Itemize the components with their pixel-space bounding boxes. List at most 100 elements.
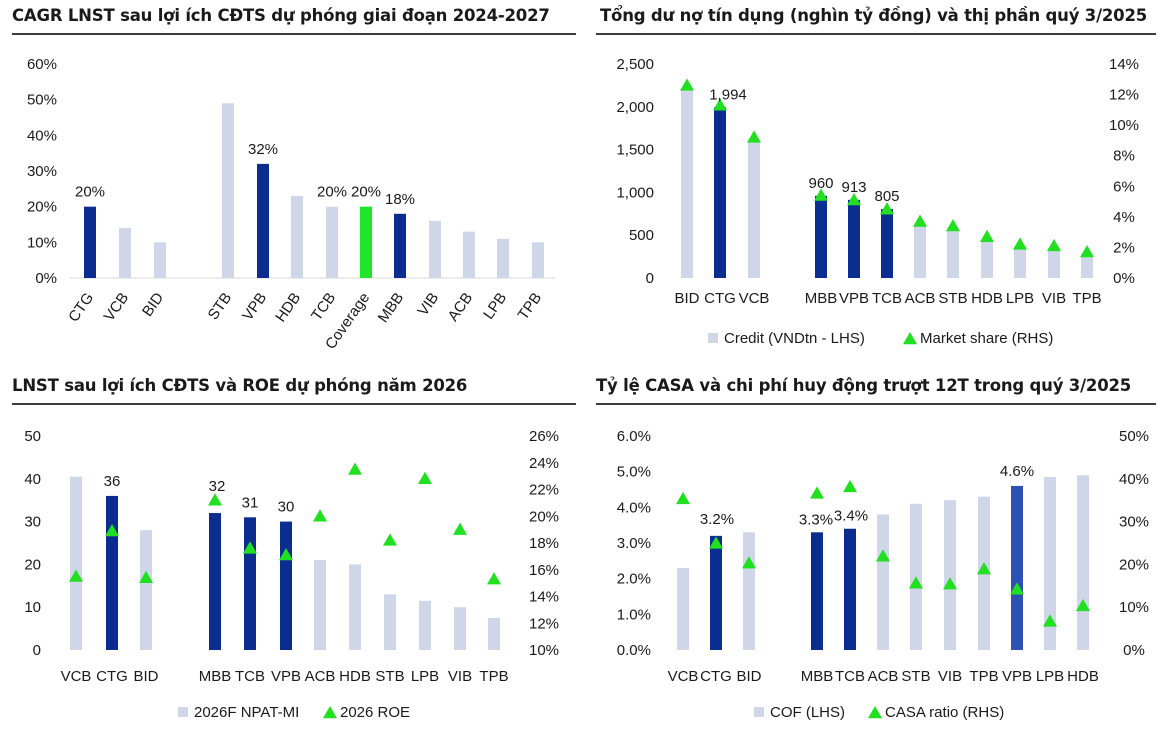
y-tick-label: 2,500 bbox=[616, 56, 654, 73]
y2-tick-label: 26% bbox=[529, 428, 559, 445]
marker-vib bbox=[943, 577, 957, 590]
x-tick-label: BID bbox=[674, 290, 699, 307]
y2-tick-label: 12% bbox=[1109, 87, 1139, 104]
data-label: 31 bbox=[242, 494, 259, 511]
y2-tick-label: 10% bbox=[1119, 599, 1149, 616]
y2-tick-label: 22% bbox=[529, 482, 559, 499]
x-tick-label: HDB bbox=[272, 290, 304, 326]
y2-tick-label: 50% bbox=[1119, 428, 1149, 445]
y2-tick-label: 8% bbox=[1113, 148, 1135, 165]
legend-swatch-bar bbox=[754, 707, 764, 717]
bar-tpb bbox=[1081, 254, 1093, 278]
marker-ctg bbox=[713, 98, 727, 111]
legend-label: Market share (RHS) bbox=[920, 330, 1053, 347]
x-tick-label: VIB bbox=[938, 668, 962, 685]
y-tick-label: 40 bbox=[24, 471, 41, 488]
legend-label: 2026F NPAT-MI bbox=[194, 704, 299, 721]
bar-hdb bbox=[349, 564, 361, 650]
y-tick-label: 50% bbox=[27, 92, 57, 109]
bar-tcb bbox=[244, 517, 256, 650]
x-tick-label: ACB bbox=[905, 290, 936, 307]
title-divider bbox=[12, 403, 576, 405]
y-tick-label: 0 bbox=[646, 270, 654, 287]
bar-lpb bbox=[1044, 477, 1056, 650]
bar-bid bbox=[140, 530, 152, 650]
legend-swatch-bar bbox=[178, 707, 188, 717]
x-tick-label: LPB bbox=[480, 290, 510, 323]
x-tick-label: LPB bbox=[1036, 668, 1064, 685]
y2-tick-label: 14% bbox=[529, 589, 559, 606]
x-tick-label: HDB bbox=[971, 290, 1003, 307]
bar-bid bbox=[743, 532, 755, 650]
y-tick-label: 5.0% bbox=[617, 464, 651, 481]
x-tick-label: TCB bbox=[835, 668, 865, 685]
marker-hdb bbox=[348, 462, 362, 475]
y-tick-label: 0% bbox=[35, 270, 57, 287]
chart-title: Tỷ lệ CASA và chi phí huy động trượt 12T… bbox=[596, 376, 1132, 395]
legend-swatch-marker bbox=[323, 706, 337, 719]
legend-swatch-marker bbox=[868, 706, 882, 719]
y2-tick-label: 40% bbox=[1119, 471, 1149, 488]
bar-vib bbox=[1048, 248, 1060, 278]
bar-vpb bbox=[280, 521, 292, 650]
y-tick-label: 30 bbox=[24, 514, 41, 531]
bar-tcb bbox=[844, 528, 856, 650]
marker-acb bbox=[876, 549, 890, 562]
data-label: 3.2% bbox=[700, 511, 734, 528]
title-divider bbox=[596, 403, 1156, 405]
marker-hdb bbox=[980, 229, 994, 242]
y-tick-label: 6.0% bbox=[617, 428, 651, 445]
marker-bid bbox=[680, 78, 694, 91]
x-tick-label: MBB bbox=[375, 290, 408, 326]
bar-vcb bbox=[119, 228, 131, 278]
data-label: 30 bbox=[278, 499, 295, 516]
x-tick-label: MBB bbox=[801, 668, 834, 685]
marker-acb bbox=[913, 214, 927, 227]
marker-tpb bbox=[977, 562, 991, 575]
marker-tcb bbox=[843, 479, 857, 493]
y-tick-label: 1,500 bbox=[616, 142, 654, 159]
title-divider bbox=[596, 33, 1156, 35]
y-tick-label: 4.0% bbox=[617, 499, 651, 516]
bar-hdb bbox=[1077, 475, 1089, 650]
x-tick-label: VIB bbox=[1042, 290, 1066, 307]
bar-bid bbox=[681, 87, 693, 278]
y2-tick-label: 16% bbox=[529, 562, 559, 579]
marker-stb bbox=[909, 576, 923, 589]
marker-lpb bbox=[1043, 614, 1057, 627]
x-tick-label: CTG bbox=[700, 668, 732, 685]
x-tick-label: TPB bbox=[515, 290, 546, 324]
marker-mbb bbox=[810, 486, 824, 499]
data-label: 913 bbox=[841, 179, 866, 196]
x-tick-label: TCB bbox=[235, 668, 265, 685]
bar-vib bbox=[454, 607, 466, 650]
y2-tick-label: 0% bbox=[1123, 642, 1145, 659]
bar-lpb bbox=[497, 238, 509, 278]
bar-acb bbox=[463, 231, 475, 278]
bar-bid bbox=[154, 242, 166, 278]
marker-ctg bbox=[709, 536, 723, 549]
chart-npat-roe: 36 32 31 30 0 10 20 30 40 50 10% 12% 14% 16% 18% 20% 22%… bbox=[24, 428, 559, 721]
x-tick-label: STB bbox=[375, 668, 404, 685]
y-tick-label: 500 bbox=[629, 227, 654, 244]
bar-hdb bbox=[291, 195, 303, 278]
bar-stb bbox=[947, 227, 959, 278]
x-tick-label: HDB bbox=[339, 668, 371, 685]
marker-vib bbox=[453, 522, 467, 535]
chart-casa-cof: 3.2% 3.3% 3.4% 4.6% 0.0% 1.0% 2.0% 3.0% 4.0% 5.0%… bbox=[617, 428, 1149, 721]
marker-vpb bbox=[279, 548, 293, 561]
marker-stb bbox=[946, 219, 960, 232]
bar-ctg bbox=[106, 495, 118, 650]
x-tick-label: TPB bbox=[969, 668, 998, 685]
bar-hdb bbox=[981, 239, 993, 278]
legend-label: CASA ratio (RHS) bbox=[885, 704, 1004, 721]
x-tick-label: MBB bbox=[805, 290, 838, 307]
x-tick-label: VPB bbox=[839, 290, 869, 307]
y-tick-label: 20 bbox=[24, 556, 41, 573]
data-label: 1,994 bbox=[709, 86, 747, 103]
marker-vcb bbox=[676, 491, 690, 505]
y2-tick-label: 6% bbox=[1113, 178, 1135, 195]
marker-ctg bbox=[105, 523, 119, 537]
y-tick-label: 30% bbox=[27, 163, 57, 180]
x-tick-label: CTG bbox=[96, 668, 128, 685]
